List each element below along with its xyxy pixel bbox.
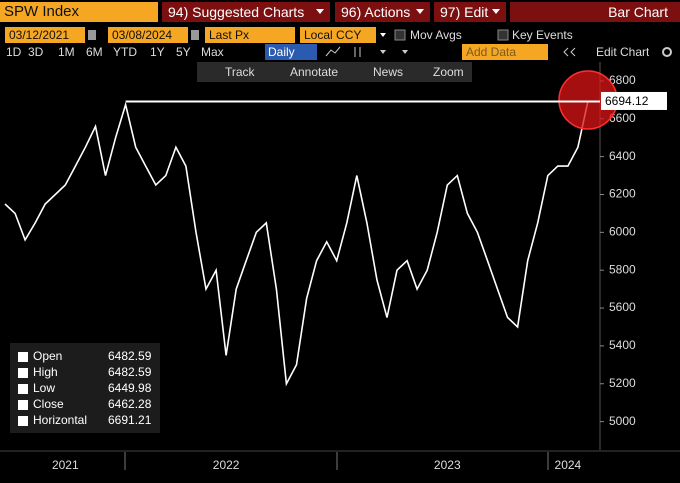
menu[interactable]: 97) Edit	[434, 2, 506, 22]
y-tick-label: 6800	[609, 73, 636, 87]
y-tick-label: 6200	[609, 187, 636, 201]
start-date[interactable]: 03/12/2021	[5, 27, 85, 43]
legend-swatch	[18, 368, 28, 378]
x-tick-label: 2022	[213, 458, 240, 472]
frequency[interactable]: Daily	[265, 44, 317, 60]
x-tick-label: 2024	[555, 458, 582, 472]
price-line	[4, 100, 589, 387]
legend-name: Horizontal	[33, 413, 87, 427]
dropdown-arrow	[380, 50, 408, 54]
legend-name: Open	[33, 349, 62, 363]
legend-swatch	[18, 352, 28, 362]
toggle[interactable]: Key Events	[512, 28, 573, 42]
tool[interactable]: News	[373, 65, 404, 79]
period[interactable]: Max	[201, 45, 224, 59]
legend-value: 6462.28	[108, 397, 152, 411]
legend-name: Close	[33, 397, 64, 411]
menu[interactable]: 96) Actions	[335, 2, 430, 22]
x-tick-label: 2021	[52, 458, 79, 472]
legend-value: 6482.59	[108, 349, 152, 363]
dropdown-arrow	[316, 9, 324, 14]
legend-value: 6691.21	[108, 413, 152, 427]
calendar-icon	[88, 30, 96, 40]
dropdown-arrow	[380, 33, 386, 37]
edit-chart[interactable]: Edit Chart	[596, 45, 650, 59]
add-data[interactable]: Add Data	[462, 44, 548, 60]
legend-name: Low	[33, 381, 55, 395]
y-tick-label: 5200	[609, 376, 636, 390]
field[interactable]: Last Px	[205, 27, 295, 43]
period[interactable]: 1Y	[150, 45, 165, 59]
end-date[interactable]: 03/08/2024	[108, 27, 188, 43]
x-tick-label: 2023	[434, 458, 461, 472]
currency[interactable]: Local CCY	[300, 27, 376, 43]
line-icon[interactable]	[325, 46, 341, 57]
plot: 5000 5200 5400 5600 5800 6000 6200 6400 6600 6800…	[4, 73, 636, 472]
settings-icon[interactable]	[662, 47, 672, 57]
tool[interactable]: Zoom	[433, 65, 464, 79]
legend-value: 6449.98	[108, 381, 152, 395]
last-value-box	[601, 91, 667, 110]
checkbox[interactable]	[497, 29, 509, 41]
y-tick-label: 5800	[609, 262, 636, 276]
period[interactable]: 1D	[6, 45, 22, 59]
tool[interactable]: Annotate	[290, 65, 339, 79]
period[interactable]: 6M	[86, 45, 103, 59]
y-tick-label: 5600	[609, 300, 636, 314]
period[interactable]: 3D	[28, 45, 44, 59]
toggle[interactable]: Mov Avgs	[410, 28, 462, 42]
y-tick-label: 6600	[609, 111, 636, 125]
legend-box	[10, 343, 160, 433]
y-tick-label: 5000	[609, 414, 636, 428]
period[interactable]: 5Y	[176, 45, 191, 59]
tool[interactable]: Track	[225, 65, 255, 79]
checkbox[interactable]	[394, 29, 406, 41]
overlay: 6694.12 Open 6482.59 High 6482.59 Low 6449.98 C…	[10, 91, 667, 433]
menu[interactable]: 94) Suggested Charts	[162, 2, 330, 22]
collapse-icon[interactable]	[563, 47, 576, 57]
calendar-icon	[191, 30, 199, 40]
legend-swatch	[18, 384, 28, 394]
y-tick-label: 6000	[609, 225, 636, 239]
period[interactable]: YTD	[113, 45, 137, 59]
security[interactable]: SPW Index	[0, 2, 158, 22]
chart-type[interactable]: Bar Chart	[510, 2, 680, 22]
legend-swatch	[18, 400, 28, 410]
legend-value: 6482.59	[108, 365, 152, 379]
tool-bar	[197, 62, 472, 82]
bar-icon[interactable]	[354, 47, 361, 57]
dropdown-arrow	[492, 9, 500, 14]
legend-name: High	[33, 365, 58, 379]
y-tick-label: 6400	[609, 149, 636, 163]
toolbar-icons	[88, 9, 672, 82]
y-tick-label: 5400	[609, 338, 636, 352]
last-value-label: 6694.12	[605, 94, 649, 108]
period[interactable]: 1M	[58, 45, 75, 59]
dropdown-arrow	[416, 9, 424, 14]
legend-swatch	[18, 416, 28, 426]
